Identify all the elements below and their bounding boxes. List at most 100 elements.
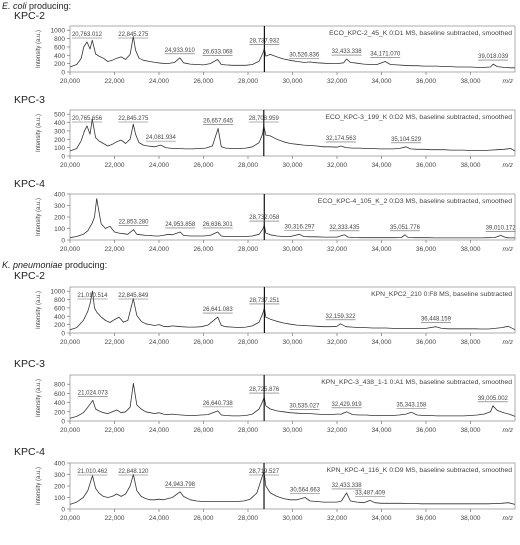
x-axis-unit: m/z: [503, 427, 514, 434]
y-tick-label: 400: [54, 461, 65, 468]
x-tick-label: 26,000: [194, 515, 214, 522]
y-tick-label: 100: [54, 495, 65, 502]
x-tick-label: 32,000: [327, 162, 347, 169]
panel-title-kpn-kpc3: KPC-3: [14, 358, 45, 370]
peak-label: 34,171.070: [370, 52, 401, 58]
x-tick-label: 22,000: [105, 162, 125, 169]
spectrum-kpn-kpc4: 0 100 200 300 400 20,000 22,000 24,000 26,000 28,…: [36, 461, 516, 522]
peak-label: 39,018.039: [478, 54, 509, 60]
x-tick-label: 34,000: [372, 339, 392, 346]
peak-label: 28,719.527: [249, 469, 280, 475]
panel-title-eco-kpc2: KPC-2: [14, 10, 45, 22]
x-tick-label: 34,000: [372, 78, 392, 85]
x-tick-label: 30,000: [283, 427, 303, 434]
y-tick-label: 400: [54, 192, 65, 199]
peak-label: 28,737.932: [249, 39, 280, 45]
y-tick-label: 0: [61, 331, 65, 338]
y-tick-label: 500: [54, 112, 65, 119]
x-tick-label: 30,000: [283, 339, 303, 346]
y-tick-label: 300: [54, 128, 65, 135]
x-tick-label: 24,000: [149, 246, 169, 253]
peak-label: 26,633.068: [203, 49, 234, 55]
peak-label: 26,640.738: [203, 401, 234, 407]
y-tick-label: 100: [54, 226, 65, 233]
peak-label: 28,732.058: [249, 215, 280, 221]
y-tick-label: 200: [54, 409, 65, 416]
y-tick-label: 600: [54, 391, 65, 398]
y-axis-label: Intensity (a.u.): [36, 30, 42, 68]
x-tick-label: 26,000: [194, 339, 214, 346]
group-suffix: producing:: [26, 1, 72, 11]
group-title-ecoli: E. coli producing:: [2, 1, 71, 11]
x-tick-label: 24,000: [149, 427, 169, 434]
spectrum-title: KPN_KPC2_210 0:F8 MS, baseline subtracte…: [371, 291, 512, 298]
y-tick-label: 200: [54, 484, 65, 491]
x-tick-label: 28,000: [238, 339, 258, 346]
peak-label: 20,765.656: [72, 116, 103, 122]
x-tick-label: 22,000: [105, 78, 125, 85]
peak-label: 32,433.338: [332, 49, 363, 55]
x-tick-label: 32,000: [327, 515, 347, 522]
x-tick-label: 28,000: [238, 515, 258, 522]
x-tick-label: 20,000: [60, 162, 80, 169]
peak-label: 22,845.275: [118, 116, 149, 122]
x-tick-label: 34,000: [372, 162, 392, 169]
x-tick-label: 28,000: [238, 246, 258, 253]
x-tick-label: 34,000: [372, 427, 392, 434]
x-tick-label: 20,000: [60, 427, 80, 434]
panel-title-kpn-kpc4: KPC-4: [14, 446, 45, 458]
y-tick-label: 800: [54, 36, 65, 43]
spectrum-title: ECO_KPC-4_105_K_2 0:D3 MS, baseline subt…: [318, 198, 512, 205]
y-tick-label: 300: [54, 472, 65, 479]
x-tick-label: 38,000: [461, 339, 481, 346]
x-tick-label: 28,000: [238, 78, 258, 85]
x-tick-label: 26,000: [194, 78, 214, 85]
y-tick-label: 0: [61, 238, 65, 245]
y-tick-label: 400: [54, 53, 65, 60]
spectrum-title: KPN_KPC-3_438_1-1 0:A1 MS, baseline subt…: [321, 379, 512, 386]
x-tick-label: 26,000: [194, 162, 214, 169]
peak-label: 26,641.083: [203, 307, 234, 313]
peak-label: 33,487.409: [355, 490, 386, 496]
x-tick-label: 32,000: [327, 246, 347, 253]
x-tick-label: 20,000: [60, 78, 80, 85]
x-tick-label: 22,000: [105, 339, 125, 346]
x-tick-label: 20,000: [60, 515, 80, 522]
x-tick-label: 24,000: [149, 78, 169, 85]
x-axis-unit: m/z: [503, 246, 514, 253]
spectrum-trace: [69, 382, 516, 419]
y-axis-label: Intensity (a.u.): [36, 291, 42, 329]
peak-label: 39,010.172: [486, 225, 517, 231]
group-species: E. coli: [2, 1, 27, 11]
peak-label: 32,174.563: [326, 136, 357, 142]
y-tick-label: 200: [54, 215, 65, 222]
peak-label: 22,853.280: [118, 220, 149, 226]
peak-label: 24,953.858: [165, 222, 196, 228]
peak-label: 28,737.251: [249, 298, 280, 304]
y-tick-label: 800: [54, 382, 65, 389]
x-tick-label: 24,000: [149, 162, 169, 169]
x-tick-label: 22,000: [105, 515, 125, 522]
y-axis-label: Intensity (a.u.): [36, 379, 42, 417]
x-tick-label: 30,000: [283, 78, 303, 85]
y-tick-label: 800: [54, 297, 65, 304]
peak-label: 21,010.462: [77, 469, 108, 475]
spectrum-title: KPN_KPC-4_116_K 0:D9 MS, baseline subtra…: [327, 467, 513, 474]
peak-label: 30,564.663: [290, 488, 321, 494]
x-tick-label: 36,000: [416, 339, 436, 346]
x-axis-unit: m/z: [503, 515, 514, 522]
peak-label: 24,943.798: [165, 482, 196, 488]
peak-label: 32,159.322: [326, 314, 357, 320]
peak-label: 22,848.120: [118, 469, 149, 475]
y-tick-label: 0: [61, 507, 65, 514]
x-tick-label: 38,000: [461, 427, 481, 434]
peak-label: 35,343.158: [396, 402, 427, 408]
peak-label: 26,636.301: [203, 222, 234, 228]
y-tick-label: 400: [54, 314, 65, 321]
peak-label: 21,024.073: [78, 390, 109, 396]
y-tick-label: 0: [61, 419, 65, 426]
x-tick-label: 34,000: [372, 246, 392, 253]
x-tick-label: 38,000: [461, 515, 481, 522]
